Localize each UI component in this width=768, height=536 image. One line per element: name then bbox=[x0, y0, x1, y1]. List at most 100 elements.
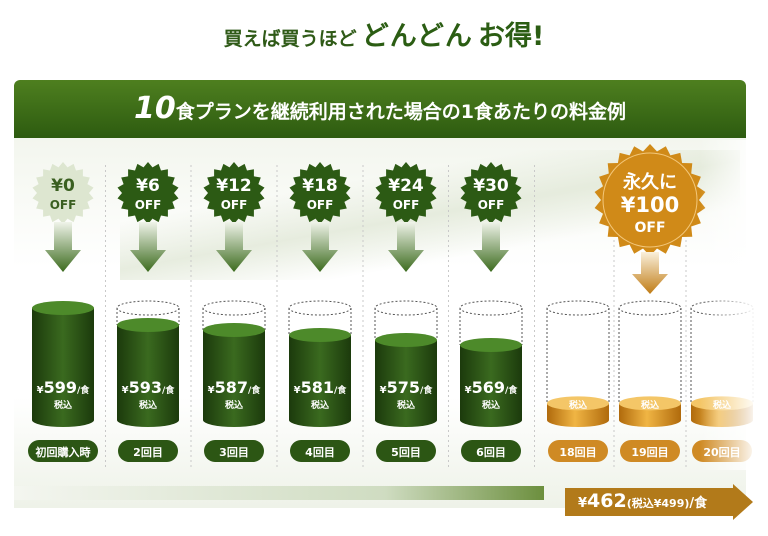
discount-off: OFF bbox=[135, 198, 162, 212]
banner-number: 10 bbox=[134, 91, 176, 126]
discount-off: OFF bbox=[393, 198, 420, 212]
price-label: ¥581/食 bbox=[294, 378, 348, 397]
price-tax-note: 税込 bbox=[225, 399, 243, 411]
price-prefix: ¥ bbox=[624, 385, 631, 396]
category-label: 初回購入時 bbox=[36, 445, 91, 459]
final-price-note: (税込¥499) bbox=[626, 497, 690, 510]
price-tax-note: 税込 bbox=[311, 399, 329, 411]
final-price-value: 462 bbox=[587, 490, 627, 512]
category-pill bbox=[548, 440, 608, 462]
category-label: 4回目 bbox=[305, 445, 335, 459]
price-unit: /食 bbox=[505, 384, 518, 396]
category-label: 18回目 bbox=[559, 445, 596, 459]
discount-badge bbox=[32, 162, 94, 224]
cylinder-outline-top bbox=[116, 300, 180, 316]
discount-badge bbox=[289, 162, 351, 224]
price-prefix: ¥ bbox=[294, 385, 301, 396]
discount-off: OFF bbox=[307, 198, 334, 212]
bottom-progress-bar bbox=[14, 486, 544, 500]
down-arrow bbox=[473, 222, 509, 272]
down-arrow bbox=[388, 222, 424, 272]
category-pill bbox=[376, 440, 436, 462]
category-pill bbox=[118, 440, 178, 462]
category-pill bbox=[620, 440, 680, 462]
price-prefix: ¥ bbox=[552, 385, 559, 396]
price-tax-note: 税込 bbox=[569, 399, 587, 411]
down-arrow bbox=[45, 222, 81, 272]
category-label: 2回目 bbox=[133, 445, 163, 459]
category-label: 3回目 bbox=[219, 445, 249, 459]
permanent-discount-line1: 永久に bbox=[622, 171, 677, 193]
price-unit: /食 bbox=[420, 384, 433, 396]
price-bar bbox=[289, 335, 351, 427]
category-pill bbox=[290, 440, 350, 462]
discount-label: ¥30 bbox=[473, 176, 509, 196]
price-value: 499 bbox=[559, 378, 592, 397]
discount-label: ¥24 bbox=[388, 176, 424, 196]
cylinder-outline-top bbox=[546, 300, 610, 316]
price-value: 569 bbox=[472, 378, 505, 397]
headline-lead: 買えば買うほど bbox=[223, 28, 357, 50]
price-bar bbox=[375, 340, 437, 427]
price-tax-note: 税込 bbox=[641, 399, 659, 411]
permanent-discount-badge bbox=[594, 144, 706, 256]
cylinder-outline-top bbox=[459, 300, 523, 316]
price-unit: /食 bbox=[664, 384, 677, 396]
price-unit: /食 bbox=[334, 384, 347, 396]
price-bar bbox=[460, 345, 522, 427]
headline: 買えば買うほど どんどん お得! bbox=[0, 14, 768, 53]
price-value: 581 bbox=[301, 378, 334, 397]
price-prefix: ¥ bbox=[208, 385, 215, 396]
title-banner: 10食プランを継続利用された場合の1食あたりの料金例 bbox=[14, 80, 746, 138]
discount-badge bbox=[375, 162, 437, 224]
price-value: 499 bbox=[631, 378, 664, 397]
price-label: ¥499/食 bbox=[624, 378, 678, 397]
discount-badge bbox=[460, 162, 522, 224]
price-label: ¥593/食 bbox=[122, 378, 176, 397]
discount-label: ¥12 bbox=[216, 176, 252, 196]
discount-off: OFF bbox=[478, 198, 505, 212]
price-prefix: ¥ bbox=[380, 385, 387, 396]
price-bar-top bbox=[289, 328, 351, 342]
price-bar-top bbox=[203, 323, 265, 337]
final-price-yen: ¥ bbox=[578, 496, 588, 511]
category-pill bbox=[28, 440, 98, 462]
price-value: 575 bbox=[387, 378, 420, 397]
category-label: 6回目 bbox=[476, 445, 506, 459]
banner-text: 食プランを継続利用された場合の1食あたりの料金例 bbox=[175, 101, 626, 123]
price-unit: /食 bbox=[77, 384, 90, 396]
price-value: 599 bbox=[44, 378, 77, 397]
down-arrow bbox=[216, 222, 252, 272]
final-price-arrow bbox=[565, 484, 753, 520]
cylinder-outline-top bbox=[618, 300, 682, 316]
price-bar-top bbox=[32, 301, 94, 315]
price-bar-top bbox=[117, 318, 179, 332]
cylinder-outline-top bbox=[202, 300, 266, 316]
final-price-label: ¥462(税込¥499)/食 bbox=[578, 490, 748, 514]
price-prefix: ¥ bbox=[465, 385, 472, 396]
price-prefix: ¥ bbox=[37, 385, 44, 396]
discount-label: ¥6 bbox=[136, 176, 160, 196]
headline-tail: お得! bbox=[478, 21, 545, 52]
discount-off: OFF bbox=[221, 198, 248, 212]
price-bar-top bbox=[375, 333, 437, 347]
price-bar bbox=[32, 308, 94, 427]
price-tax-note: 税込 bbox=[139, 399, 157, 411]
price-tax-note: 税込 bbox=[54, 399, 72, 411]
down-arrow bbox=[130, 222, 166, 272]
price-unit: /食 bbox=[592, 384, 605, 396]
price-unit: /食 bbox=[162, 384, 175, 396]
price-label: ¥569/食 bbox=[465, 378, 519, 397]
price-label: ¥499/食 bbox=[552, 378, 606, 397]
discount-label: ¥0 bbox=[51, 176, 75, 196]
permanent-down-arrow bbox=[632, 252, 668, 294]
headline-emphasis: どんどん bbox=[361, 21, 473, 52]
price-tax-note: 税込 bbox=[482, 399, 500, 411]
price-label: ¥575/食 bbox=[380, 378, 434, 397]
discount-label: ¥18 bbox=[302, 176, 338, 196]
down-arrow bbox=[302, 222, 338, 272]
price-bar-top bbox=[460, 338, 522, 352]
permanent-discount-line3: OFF bbox=[634, 220, 665, 236]
final-price-unit: /食 bbox=[689, 496, 708, 511]
